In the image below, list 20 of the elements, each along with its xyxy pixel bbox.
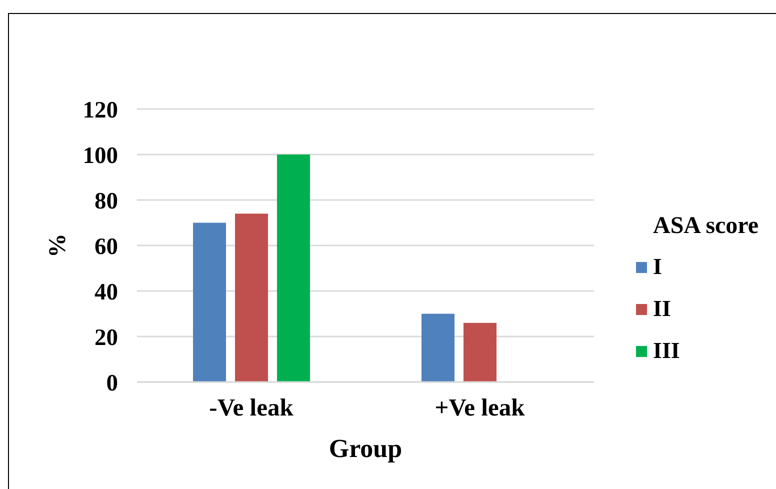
bar [235, 214, 268, 382]
legend-label: I [653, 254, 662, 280]
y-tick-label: 60 [94, 234, 118, 260]
legend-label: III [653, 338, 680, 364]
bar [193, 222, 226, 382]
y-tick-label: 100 [82, 142, 118, 169]
bar [464, 322, 496, 382]
y-tick-label: 80 [94, 188, 118, 214]
legend-title: ASA score [653, 212, 759, 241]
legend-label: II [653, 296, 671, 322]
x-axis-title: Group [328, 434, 402, 462]
y-tick-label: 20 [94, 324, 118, 351]
y-axis-title: % [45, 234, 71, 258]
y-tick-label: 0 [106, 370, 118, 396]
x-tick-label: -Ve leak [209, 394, 294, 422]
x-tick-label: +Ve leak [434, 394, 526, 422]
y-tick-label: 120 [82, 97, 118, 124]
bar [277, 154, 310, 382]
bar [422, 314, 454, 382]
y-tick-label: 40 [94, 279, 118, 306]
